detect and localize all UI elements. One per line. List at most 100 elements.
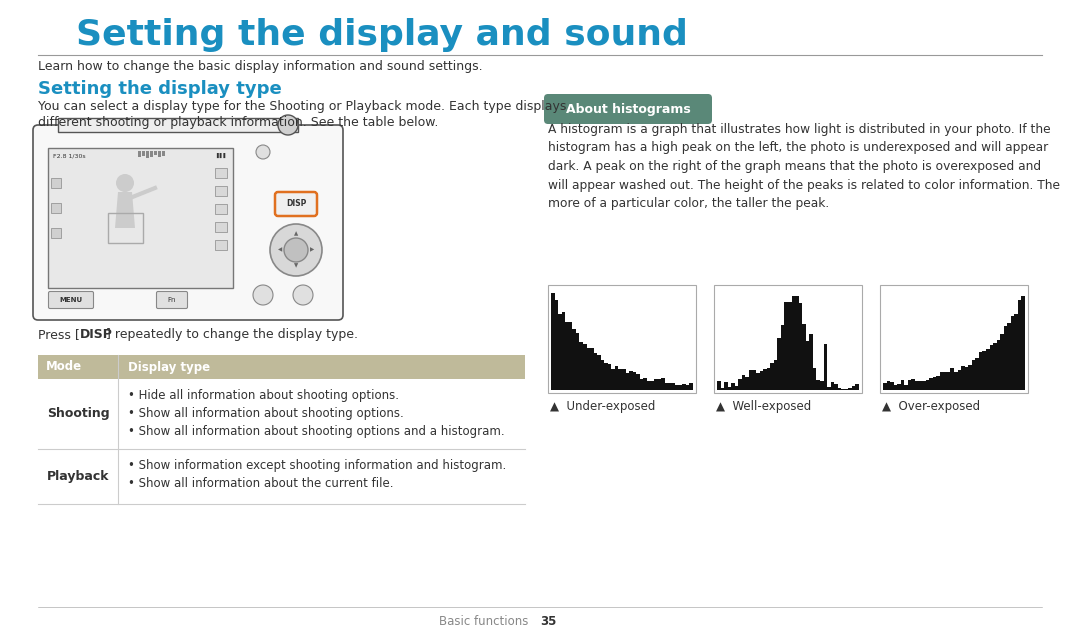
Bar [901,381,904,390]
Bar [48,148,233,288]
Bar [615,365,619,390]
Bar [158,151,161,158]
Bar [936,375,940,390]
Bar [742,375,745,390]
Text: DISP: DISP [80,328,113,341]
Bar [138,151,141,158]
Bar [964,367,968,390]
Bar [972,360,975,390]
Bar [947,372,950,390]
Bar [855,384,859,390]
Bar [926,380,929,390]
Bar [767,368,770,390]
Text: ▐▐▐: ▐▐▐ [214,153,225,158]
Bar [845,389,849,390]
Text: Mode: Mode [46,360,82,374]
Bar [983,351,986,390]
Bar [890,382,893,390]
Bar [1011,316,1014,390]
Bar [893,385,897,390]
Text: • Show all information about shooting options and a histogram.: • Show all information about shooting op… [129,425,504,438]
Bar [215,186,227,196]
Bar [798,303,802,390]
Bar [633,372,636,390]
Circle shape [278,115,298,135]
Text: Basic functions: Basic functions [440,615,540,628]
Bar [724,382,728,390]
Bar [908,380,912,390]
Bar [675,385,679,390]
Bar [664,382,669,390]
Text: Press [: Press [ [38,328,80,341]
Bar [38,355,525,379]
Circle shape [253,285,273,305]
Bar [58,118,298,132]
Bar [611,369,615,390]
Bar [639,379,644,390]
Bar [802,324,806,390]
Bar [997,340,1000,390]
FancyBboxPatch shape [157,292,188,309]
Text: 35: 35 [540,615,556,628]
Bar [604,364,608,390]
Bar [852,386,855,390]
Text: • Show all information about shooting options.: • Show all information about shooting op… [129,407,404,420]
Text: ▲  Well-exposed: ▲ Well-exposed [716,400,811,413]
Bar [883,383,887,390]
Text: ▼: ▼ [294,263,298,268]
Bar [1017,301,1022,390]
Bar [583,344,586,390]
Bar [579,342,583,390]
Bar [838,387,841,390]
Text: MENU: MENU [59,297,82,303]
Bar [150,151,153,157]
Bar [940,372,943,390]
Bar [728,387,731,390]
Bar [597,355,600,390]
Bar [813,369,816,390]
Bar [759,370,764,390]
Bar [720,387,724,390]
Bar [764,369,767,390]
Bar [146,151,149,158]
Bar [644,378,647,390]
Bar [650,381,654,390]
Bar [647,381,650,390]
Bar [1000,334,1003,390]
Bar [215,168,227,178]
Bar [929,378,933,390]
Bar [154,151,157,155]
Bar [989,345,993,390]
Bar [778,338,781,390]
Polygon shape [114,192,135,228]
Bar [753,370,756,390]
Bar [792,296,795,390]
Bar [978,352,983,390]
Text: ◀: ◀ [278,248,282,253]
Text: ▶: ▶ [310,248,314,253]
Bar [162,151,165,156]
Text: • Hide all information about shooting options.: • Hide all information about shooting op… [129,389,399,402]
Bar [622,369,625,390]
Bar [806,341,809,390]
Bar [958,370,961,390]
Bar [731,383,734,390]
Bar [904,385,908,390]
Text: • Show information except shooting information and histogram.: • Show information except shooting infor… [129,459,507,472]
Bar [215,240,227,250]
Bar [689,383,693,390]
Bar [586,348,590,390]
Text: F2.8 1/30s: F2.8 1/30s [53,153,85,158]
Bar [933,377,936,390]
Bar [824,344,827,390]
Text: Playback: Playback [46,470,109,483]
Bar [714,285,862,393]
Bar [562,312,565,390]
Bar [572,329,576,390]
Bar [600,360,604,390]
Bar [215,204,227,214]
Bar [975,358,978,390]
Bar [841,389,845,390]
Bar [619,369,622,390]
FancyBboxPatch shape [544,94,712,124]
